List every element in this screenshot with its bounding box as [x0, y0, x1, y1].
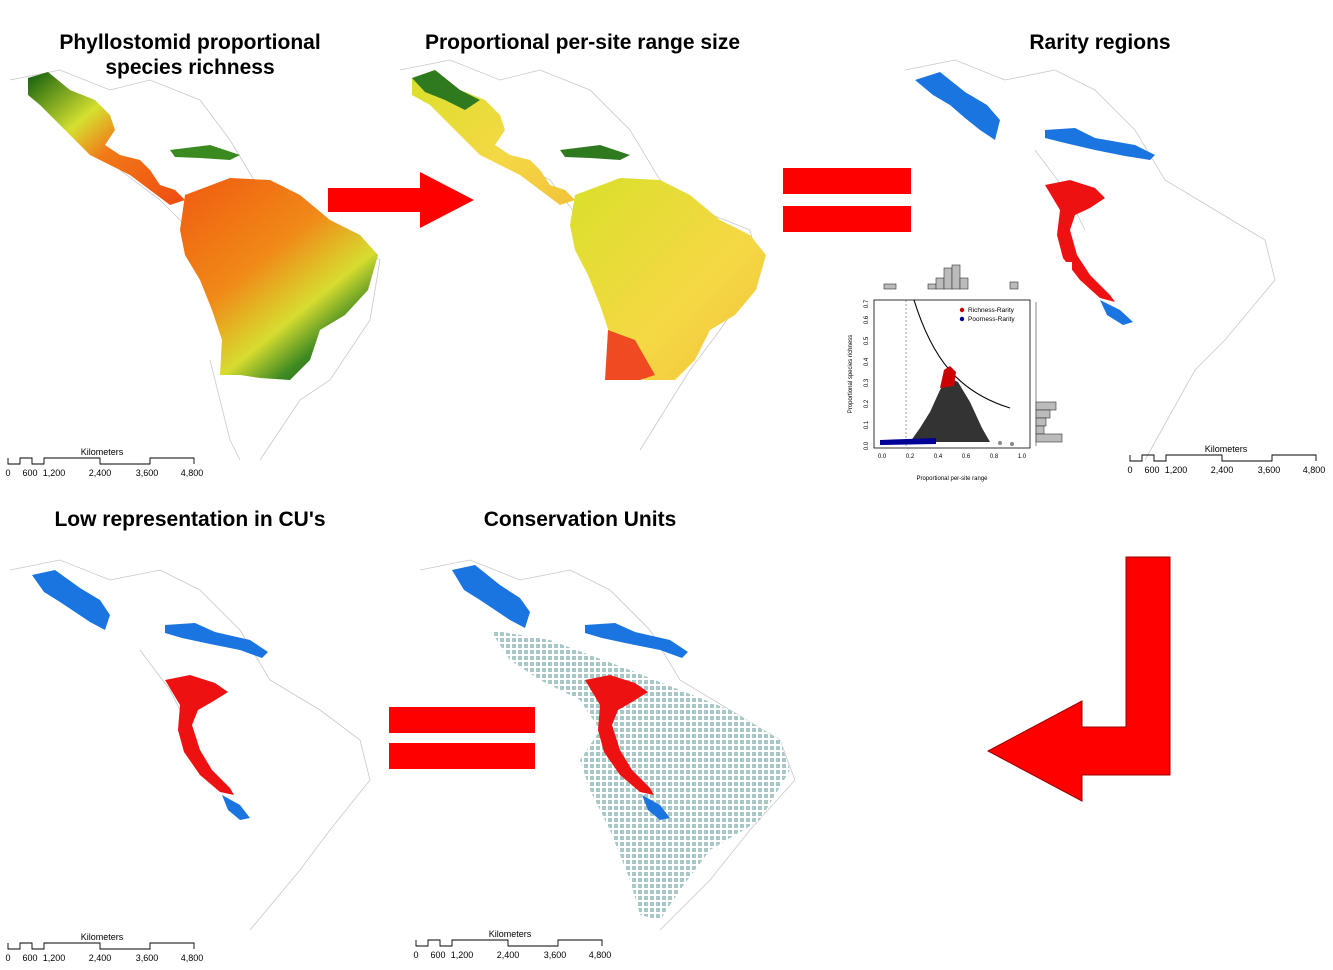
rarity-north [32, 570, 110, 630]
scale-bar: Kilometers 0 600 1,200 2,400 3,600 4,800 [1127, 444, 1326, 475]
region-mexico [28, 72, 185, 205]
scale-tick: 1,200 [1165, 465, 1188, 475]
scale-tick: 2,400 [1211, 465, 1234, 475]
scatter-outlier [998, 441, 1002, 445]
scatter-outlier [1010, 442, 1014, 446]
scale-label: Kilometers [489, 929, 532, 939]
title-richness: Phyllostomid proportional species richne… [59, 31, 321, 79]
scale-tick: 3,600 [136, 953, 159, 963]
title-rarity-regions: Rarity regions [1029, 31, 1171, 54]
scale-tick: 1,200 [43, 468, 66, 478]
legend-poorness-rarity: Poorness-Rarity [968, 316, 1015, 323]
scale-tick: 4,800 [181, 468, 204, 478]
rarity-north [915, 72, 1000, 140]
rarity-south [1100, 300, 1133, 325]
rarity-south [222, 795, 250, 820]
scatter-poorness-rarity [880, 438, 936, 445]
equals-bar-bottom [783, 206, 911, 232]
scale-tick: 0 [5, 953, 10, 963]
map-low-representation [9, 559, 371, 931]
map-rarity-regions [904, 59, 1276, 461]
y-tick: 0.7 [864, 299, 870, 308]
rarity-caribbean [585, 623, 688, 658]
equals-bar-bottom [389, 743, 535, 769]
y-tick: 0.2 [864, 399, 870, 408]
x-tick: 0.6 [962, 454, 971, 460]
title-low-representation: Low representation in CU's [54, 508, 326, 531]
x-tick: 0.8 [990, 454, 999, 460]
rarity-caribbean [165, 623, 268, 658]
legend-marker-poorness [959, 316, 965, 322]
scale-tick: 4,800 [589, 950, 612, 960]
x-ticks: 0.0 0.2 0.4 0.6 0.8 1.0 [878, 454, 1027, 460]
plot-frame [873, 299, 1031, 449]
x-tick: 0.2 [906, 454, 915, 460]
scale-tick: 600 [1144, 465, 1159, 475]
scale-tick: 600 [22, 468, 37, 478]
inset-xlabel: Proportional per-site range [916, 476, 988, 482]
scale-tick: 2,400 [89, 468, 112, 478]
rarity-caribbean [1045, 128, 1155, 160]
region-caribbean [560, 145, 630, 160]
legend-marker-richness [959, 307, 965, 313]
scatter-richness-rarity [940, 366, 956, 388]
scale-tick: 3,600 [544, 950, 567, 960]
scale-tick: 0 [5, 468, 10, 478]
map-conservation-units [419, 559, 796, 931]
right-histogram [1035, 302, 1063, 446]
cu-cells [490, 630, 790, 920]
scale-tick: 3,600 [1258, 465, 1281, 475]
right-arrow [328, 172, 474, 228]
top-histogram [883, 264, 1019, 290]
y-tick: 0.5 [864, 336, 870, 345]
title-conservation-units: Conservation Units [483, 508, 677, 531]
y-ticks: 0.0 0.1 0.2 0.3 0.4 0.5 0.6 0.7 [864, 299, 870, 450]
y-tick: 0.3 [864, 378, 870, 387]
scale-tick: 600 [430, 950, 445, 960]
scale-label: Kilometers [81, 932, 124, 942]
scale-bar: Kilometers 0 600 1,200 2,400 3,600 4,800 [5, 932, 204, 963]
map-species-richness [9, 69, 381, 461]
scale-tick: 0 [413, 950, 418, 960]
y-tick: 0.0 [864, 441, 870, 450]
scale-tick: 2,400 [497, 950, 520, 960]
equals-bar-top [389, 707, 535, 733]
y-tick: 0.6 [864, 315, 870, 324]
scale-tick: 0 [1127, 465, 1132, 475]
title-range-size: Proportional per-site range size [424, 31, 741, 54]
x-tick: 0.0 [878, 454, 887, 460]
map-range-size [399, 59, 766, 451]
scale-label: Kilometers [81, 447, 124, 457]
scale-tick: 2,400 [89, 953, 112, 963]
legend-richness-rarity: Richness-Rarity [968, 307, 1015, 314]
inset-scatter-plot: Richness-Rarity Poorness-Rarity 0.0 0.2 … [840, 262, 1072, 486]
scale-bar: Kilometers 0 600 1,200 2,400 3,600 4,800 [413, 929, 612, 960]
region-south-america [570, 178, 766, 380]
y-tick: 0.4 [864, 357, 870, 366]
scale-tick: 3,600 [136, 468, 159, 478]
region-patagonia [605, 330, 655, 380]
inset-ylabel: Proportional species richness [848, 335, 854, 413]
scale-tick: 1,200 [43, 953, 66, 963]
x-tick: 0.4 [934, 454, 943, 460]
scale-label: Kilometers [1205, 444, 1248, 454]
equals-bar-top [783, 168, 911, 194]
scale-tick: 4,800 [181, 953, 204, 963]
region-mexico-north [412, 70, 480, 110]
region-south-america [180, 178, 378, 380]
scatter-points [910, 377, 990, 442]
y-tick: 0.1 [864, 420, 870, 429]
rarity-north [452, 565, 530, 628]
scale-tick: 600 [22, 953, 37, 963]
rarity-andes [585, 675, 654, 795]
region-caribbean [170, 145, 240, 160]
return-arrow [986, 556, 1171, 802]
scale-tick: 4,800 [1303, 465, 1326, 475]
rarity-andes [165, 675, 234, 795]
rarity-andes [1045, 180, 1115, 302]
rarity-south [642, 795, 670, 820]
scale-bar: Kilometers 0 600 1,200 2,400 3,600 4,800 [5, 447, 204, 478]
scale-tick: 1,200 [451, 950, 474, 960]
x-tick: 1.0 [1018, 454, 1027, 460]
